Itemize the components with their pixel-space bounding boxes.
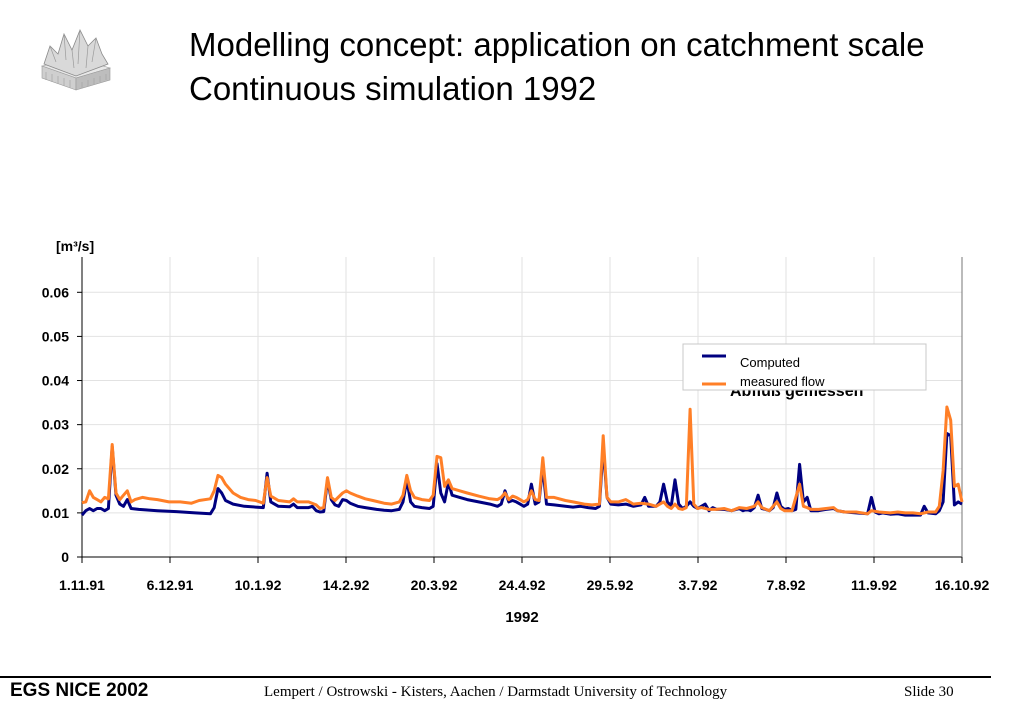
x-tick-label: 3.7.92 <box>679 577 718 593</box>
x-tick-label: 11.9.92 <box>851 577 897 593</box>
y-tick-label: 0.03 <box>42 417 69 433</box>
slide-title: Modelling concept: application on catchm… <box>189 26 925 63</box>
x-tick-label: 7.8.92 <box>767 577 806 593</box>
x-axis-label: 1992 <box>505 609 538 626</box>
y-tick-label: 0.04 <box>42 373 69 389</box>
flow-chart: 0 0.01 0.02 0.03 0.04 0.05 0.06 1.11.91 6.12.91 1… <box>42 238 990 626</box>
x-tick-label: 1.11.91 <box>59 577 105 593</box>
y-axis-label: [m³/s] <box>56 238 94 254</box>
y-tick-label: 0.06 <box>42 284 69 300</box>
legend-label: measured flow <box>740 374 825 389</box>
x-tick-label: 10.1.92 <box>235 577 282 593</box>
x-tick-label: 29.5.92 <box>587 577 634 593</box>
footer-divider <box>0 676 991 678</box>
legend-box <box>682 343 927 391</box>
series-line-measured-flow <box>81 405 964 516</box>
terrain-block-icon <box>40 29 112 91</box>
footer-authors: Lempert / Ostrowski - Kisters, Aachen / … <box>264 684 728 700</box>
y-tick-label: 0.05 <box>42 328 69 344</box>
x-tick-label: 6.12.91 <box>147 577 194 593</box>
y-tick-label: 0.02 <box>42 461 69 477</box>
x-tick-label: 24.4.92 <box>499 577 546 593</box>
legend-label: Computed <box>740 355 800 370</box>
slide-subtitle: Continuous simulation 1992 <box>189 70 597 107</box>
x-tick-label: 14.2.92 <box>323 577 370 593</box>
y-tick-label: 0 <box>61 549 69 565</box>
y-tick-label: 0.01 <box>42 505 69 521</box>
x-tick-label: 16.10.92 <box>935 577 990 593</box>
footer-slide-number: Slide 30 <box>904 684 954 700</box>
x-tick-label: 20.3.92 <box>411 577 458 593</box>
footer-event-label: EGS NICE 2002 <box>10 680 149 701</box>
